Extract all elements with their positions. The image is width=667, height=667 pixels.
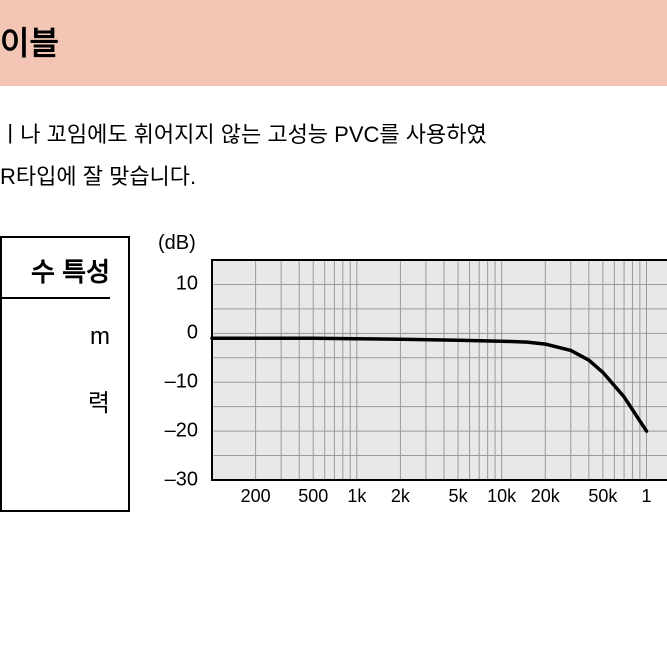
page-title: 이블 (0, 18, 667, 64)
spec-box: 수 특성 m 력 (0, 236, 130, 512)
y-axis-labels: 100–10–20–30 (150, 260, 198, 480)
y-tick-label: –10 (165, 370, 198, 393)
x-tick-label: 1k (347, 486, 366, 507)
spec-line-2: 력 (2, 383, 110, 418)
x-tick-label: 20k (531, 486, 560, 507)
y-tick-label: 0 (187, 321, 198, 344)
x-tick-label: 1 (641, 486, 651, 507)
frequency-response-chart: (dB) 100–10–20–30 2005001k2k5k10k20k50k1 (158, 236, 667, 516)
x-tick-label: 200 (241, 486, 271, 507)
description-block: ㅣ나 꼬임에도 휘어지지 않는 고성능 PVC를 사용하였 R타입에 잘 맞습니… (0, 86, 667, 198)
x-tick-label: 2k (391, 486, 410, 507)
chart-canvas (158, 236, 667, 516)
y-tick-label: –30 (165, 468, 198, 491)
desc-line-1: ㅣ나 꼬임에도 휘어지지 않는 고성능 PVC를 사용하였 (0, 114, 667, 156)
x-tick-label: 5k (449, 486, 468, 507)
x-tick-label: 50k (588, 486, 617, 507)
x-tick-label: 10k (487, 486, 516, 507)
spec-title: 수 특성 (2, 252, 110, 299)
x-axis-labels: 200 500 1k 2k 5k 10k 20k 50k 1 (212, 486, 667, 510)
y-axis-unit: (dB) (158, 232, 196, 255)
y-tick-label: 10 (176, 273, 198, 296)
desc-line-2: R타입에 잘 맞습니다. (0, 156, 667, 198)
x-tick-label: 500 (298, 486, 328, 507)
spec-line-1: m (2, 323, 110, 351)
y-tick-label: –20 (165, 419, 198, 442)
